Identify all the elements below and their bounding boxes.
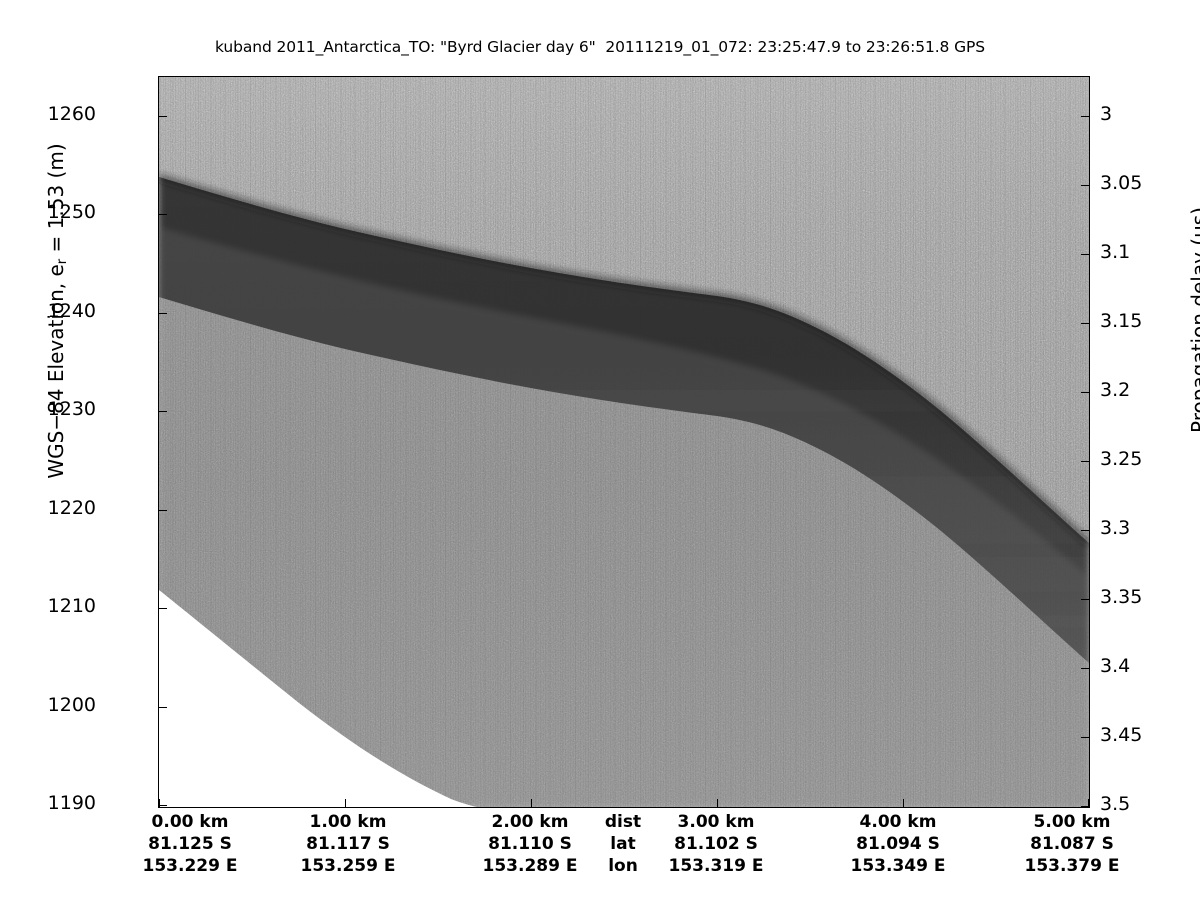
y-tick-1260: [159, 116, 167, 117]
y2-tick-3_35: [1081, 599, 1089, 600]
x-axis-lat-5: 81.087 S: [1030, 834, 1114, 854]
y2-tick-3_30: [1081, 530, 1089, 531]
y2-ticklabel-3_10: 3.1: [1100, 241, 1131, 263]
x-axis-key-lon: lon: [608, 856, 638, 876]
x-axis-lat-1: 81.117 S: [306, 834, 390, 854]
x-axis-lat-row: lat 81.125 S 81.117 S 81.110 S 81.102 S …: [0, 834, 1200, 856]
y-ticklabel-1250: 1250: [47, 201, 96, 223]
y-tick-1240: [159, 313, 167, 314]
y-tick-1230: [159, 411, 167, 412]
y2-tick-3_20: [1081, 392, 1089, 393]
x-axis-lat-2: 81.110 S: [488, 834, 572, 854]
y2-ticklabel-3_05: 3.05: [1100, 172, 1143, 194]
y2-ticklabel-3_30: 3.3: [1100, 517, 1131, 539]
y-ticklabel-1240: 1240: [47, 300, 96, 322]
x-axis-dist-4: 4.00 km: [859, 812, 937, 832]
y2-ticklabel-3_35: 3.35: [1100, 586, 1143, 608]
y-ticklabel-1260: 1260: [47, 103, 96, 125]
x-axis-key-lat: lat: [610, 834, 636, 854]
y2-tick-3_05: [1081, 185, 1089, 186]
y-axis-title: WGS−84 Elevation, er = 1.53 (m): [44, 0, 70, 761]
x-axis-lat-3: 81.102 S: [674, 834, 758, 854]
y2-tick-3_40: [1081, 668, 1089, 669]
x-axis-lon-0: 153.229 E: [142, 856, 238, 876]
x-axis-lon-4: 153.349 E: [850, 856, 946, 876]
y-tick-1190: [159, 805, 167, 806]
y2-tick-3_10: [1081, 254, 1089, 255]
y-ticklabel-1230: 1230: [47, 398, 96, 420]
y2-ticklabel-3_15: 3.15: [1100, 310, 1143, 332]
x-axis-lon-2: 153.289 E: [482, 856, 578, 876]
y2-tick-3_50: [1081, 806, 1089, 807]
y2-ticklabel-3_20: 3.2: [1100, 379, 1131, 401]
radar-raster-image: [159, 77, 1089, 807]
y-ticklabel-1220: 1220: [47, 497, 96, 519]
x-axis-lat-0: 81.125 S: [148, 834, 232, 854]
x-axis-labels: dist 0.00 km 1.00 km 2.00 km 3.00 km 4.0…: [0, 812, 1200, 878]
y-axis-title-suffix: = 1.53 (m): [44, 143, 68, 259]
x-axis-lat-4: 81.094 S: [856, 834, 940, 854]
x-tick-5km: [1088, 799, 1089, 807]
x-tick-1km: [345, 799, 346, 807]
y2-ticklabel-3_50: 3.5: [1100, 793, 1131, 815]
y2-ticklabel-3_25: 3.25: [1100, 448, 1143, 470]
y-tick-1220: [159, 510, 167, 511]
y-axis-title-prefix: WGS−84 Elevation, e: [44, 264, 68, 479]
x-axis-dist-5: 5.00 km: [1033, 812, 1111, 832]
x-axis-lon-3: 153.319 E: [668, 856, 764, 876]
y2-tick-3_25: [1081, 461, 1089, 462]
x-tick-4km: [903, 799, 904, 807]
y-ticklabel-1210: 1210: [47, 595, 96, 617]
x-axis-key-dist: dist: [604, 812, 642, 832]
x-axis-dist-1: 1.00 km: [309, 812, 387, 832]
x-axis-dist-0: 0.00 km: [151, 812, 229, 832]
y-tick-1250: [159, 214, 167, 215]
x-axis-dist-row: dist 0.00 km 1.00 km 2.00 km 3.00 km 4.0…: [0, 812, 1200, 834]
ice-surface-return-band: [159, 173, 1089, 807]
x-axis-lon-row: lon 153.229 E 153.259 E 153.289 E 153.31…: [0, 856, 1200, 878]
x-axis-dist-2: 2.00 km: [491, 812, 569, 832]
x-tick-3km: [717, 799, 718, 807]
x-tick-2km: [531, 799, 532, 807]
y-tick-1200: [159, 707, 167, 708]
x-axis-lon-5: 153.379 E: [1024, 856, 1120, 876]
x-axis-dist-3: 3.00 km: [677, 812, 755, 832]
y2-tick-3_15: [1081, 323, 1089, 324]
y-axis-title-subscript: r: [55, 258, 70, 265]
y2-ticklabel-3_00: 3: [1100, 103, 1113, 125]
x-axis-lon-1: 153.259 E: [300, 856, 396, 876]
y2-ticklabel-3_40: 3.4: [1100, 655, 1131, 677]
figure-title: kuband 2011_Antarctica_TO: "Byrd Glacier…: [214, 38, 986, 56]
y-ticklabel-1190: 1190: [47, 792, 96, 814]
y2-axis-title: Propagation delay (us): [1187, 207, 1200, 434]
no-data-wedge: [159, 590, 509, 807]
x-tick-0km: [159, 799, 160, 807]
plot-area: [158, 76, 1090, 808]
y2-tick-3_45: [1081, 737, 1089, 738]
y2-ticklabel-3_45: 3.45: [1100, 724, 1143, 746]
y-tick-1210: [159, 608, 167, 609]
y2-tick-3_00: [1081, 116, 1089, 117]
y-ticklabel-1200: 1200: [47, 694, 96, 716]
